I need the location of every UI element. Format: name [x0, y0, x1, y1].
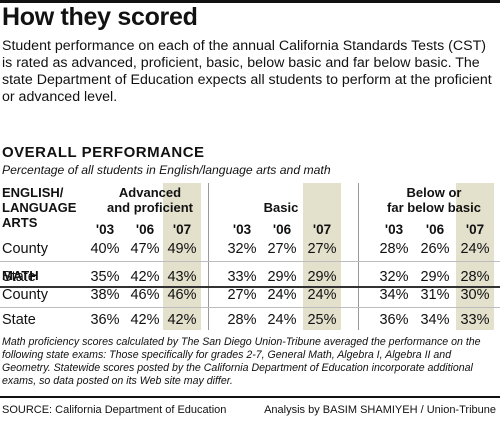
table-cell: 36%	[379, 312, 409, 328]
year-header: '03	[95, 222, 115, 237]
credit-line: Analysis by BASIM SHAMIYEH / Union-Tribu…	[264, 404, 496, 416]
table-cell: 42%	[130, 269, 160, 285]
highlight-band	[456, 183, 494, 330]
table-cell: 38%	[90, 287, 120, 303]
table-cell: 30%	[460, 287, 490, 303]
table-cell: 24%	[307, 287, 337, 303]
column-divider	[208, 183, 209, 330]
table-cell: 34%	[379, 287, 409, 303]
table-cell: 28%	[460, 269, 490, 285]
section-title: OVERALL PERFORMANCE	[2, 144, 205, 161]
table-cell: 24%	[267, 287, 297, 303]
group-header-line1: Advanced	[118, 185, 182, 200]
table-cell: 25%	[307, 312, 337, 328]
row-label: County	[2, 287, 48, 303]
table-cell: 42%	[130, 312, 160, 328]
table-cell: 34%	[420, 312, 450, 328]
table-cell: 31%	[420, 287, 450, 303]
row-label: County	[2, 241, 48, 257]
table-cell: 43%	[167, 269, 197, 285]
year-header: '06	[425, 222, 445, 237]
footnote: Math proficiency scores calculated by Th…	[2, 336, 481, 387]
column-divider	[358, 183, 359, 330]
table-cell: 42%	[167, 312, 197, 328]
table-cell: 28%	[227, 312, 257, 328]
table-cell: 32%	[379, 269, 409, 285]
year-header: '07	[312, 222, 332, 237]
group-header-line2: far below basic	[387, 200, 481, 215]
table-cell: 27%	[267, 241, 297, 257]
source-line: SOURCE: California Department of Educati…	[2, 404, 227, 416]
year-header: '07	[172, 222, 192, 237]
row-divider	[0, 261, 500, 262]
subject-label: MATH	[2, 268, 39, 283]
row-label: State	[2, 269, 36, 285]
table-cell: 27%	[307, 241, 337, 257]
table-cell: 35%	[90, 269, 120, 285]
top-rule	[0, 0, 500, 3]
subject-label: ENGLISH/	[2, 185, 64, 200]
table-cell: 32%	[227, 241, 257, 257]
table-cell: 46%	[167, 287, 197, 303]
highlight-band	[303, 183, 341, 330]
intro-text: Student performance on each of the annua…	[2, 38, 492, 105]
table-cell: 33%	[460, 312, 490, 328]
subject-label: LANGUAGE	[2, 200, 77, 215]
table-cell: 29%	[307, 269, 337, 285]
subject-label: ARTS	[2, 215, 38, 230]
group-header-line2: and proficient	[107, 200, 193, 215]
row-label: State	[2, 312, 36, 328]
table-cell: 28%	[379, 241, 409, 257]
table-cell: 47%	[130, 241, 160, 257]
year-header: '06	[135, 222, 155, 237]
table-cell: 24%	[267, 312, 297, 328]
table-cell: 40%	[90, 241, 120, 257]
table-cell: 33%	[227, 269, 257, 285]
bottom-rule	[0, 396, 500, 398]
year-header: '07	[465, 222, 485, 237]
table-cell: 46%	[130, 287, 160, 303]
row-divider	[0, 307, 500, 308]
table-cell: 49%	[167, 241, 197, 257]
group-header-line1: Below or	[406, 185, 462, 200]
highlight-band	[163, 183, 201, 330]
group-header-line2: Basic	[263, 200, 299, 215]
year-header: '03	[232, 222, 252, 237]
table-cell: 29%	[420, 269, 450, 285]
section-subtitle: Percentage of all students in English/la…	[2, 163, 331, 177]
year-header: '03	[384, 222, 404, 237]
table-cell: 27%	[227, 287, 257, 303]
page-title: How they scored	[2, 3, 198, 31]
table-cell: 26%	[420, 241, 450, 257]
table-cell: 29%	[267, 269, 297, 285]
table-cell: 24%	[460, 241, 490, 257]
table-cell: 36%	[90, 312, 120, 328]
year-header: '06	[272, 222, 292, 237]
section-divider	[0, 286, 500, 288]
